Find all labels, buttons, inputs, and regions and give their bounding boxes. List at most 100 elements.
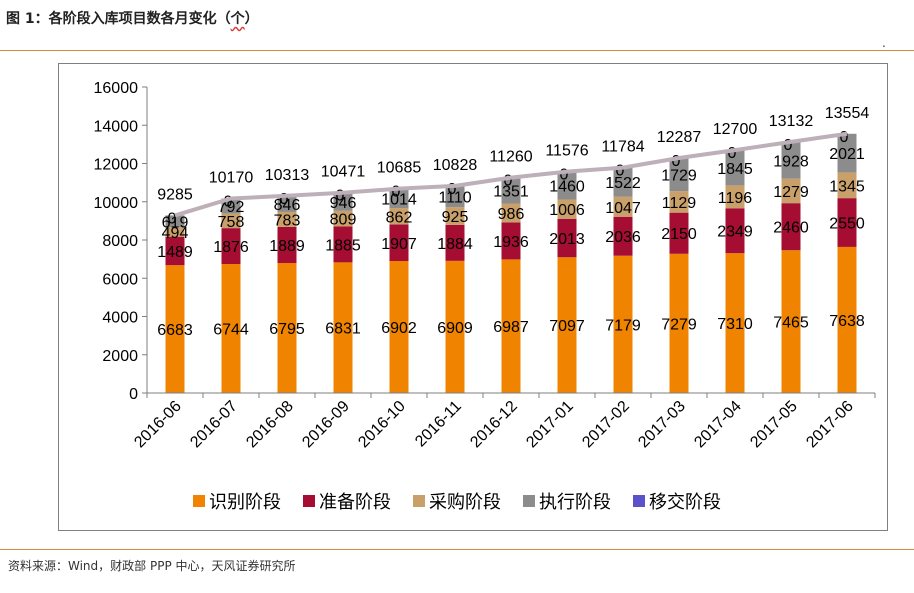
data-label-purchase: 1196 (718, 190, 753, 207)
x-tick-label: 2016-08 (243, 398, 297, 452)
data-label-purchase: 986 (498, 206, 525, 223)
total-label: 12700 (713, 121, 758, 138)
bar-recognize-2016-12 (501, 259, 521, 393)
bar-prepare-2016-11 (445, 224, 465, 261)
data-label-purchase: 1006 (549, 202, 585, 219)
legend-swatch-prepare (303, 495, 315, 507)
total-series-line (174, 131, 848, 218)
data-label-transfer: 0 (728, 145, 737, 162)
bar-purchase-2017-05 (781, 178, 801, 204)
data-label-prepare: 1889 (269, 238, 305, 255)
bar-execute-2016-11 (445, 185, 465, 208)
legend-label-purchase: 采购阶段 (429, 492, 501, 513)
data-label-execute: 792 (218, 199, 245, 216)
data-label-purchase: 1345 (829, 178, 865, 195)
y-tick-label: 10000 (94, 195, 139, 212)
bar-recognize-2016-11 (445, 260, 465, 393)
legend-swatch-execute (523, 495, 535, 507)
total-label: 13132 (769, 113, 814, 130)
bar-purchase-2017-03 (669, 191, 689, 213)
data-label-prepare: 2036 (605, 229, 641, 246)
x-tick-label: 2017-01 (523, 398, 577, 452)
figure-title-unit: 个 (230, 11, 245, 27)
data-label-transfer: 0 (784, 137, 793, 154)
bar-purchase-2016-12 (501, 203, 521, 223)
data-label-prepare: 2349 (717, 224, 753, 241)
legend-label-prepare: 准备阶段 (319, 492, 391, 513)
legend-label-execute: 执行阶段 (539, 492, 611, 513)
bar-prepare-2016-06 (165, 236, 185, 266)
data-label-execute: 1014 (381, 191, 417, 208)
x-tick-label: 2017-02 (579, 398, 633, 452)
data-label-transfer: 0 (504, 173, 513, 190)
total-label: 12287 (657, 129, 702, 146)
bar-execute-2016-07 (221, 198, 241, 214)
total-label: 10313 (265, 167, 310, 184)
x-tick-label: 2016-11 (412, 398, 465, 451)
bar-recognize-2017-04 (725, 253, 745, 393)
data-label-prepare: 2013 (549, 231, 585, 248)
legend: 识别阶段 准备阶段 采购阶段 执行阶段 移交阶段 (193, 492, 721, 513)
bar-prepare-2016-09 (333, 226, 353, 263)
data-label-prepare: 1884 (437, 236, 473, 253)
x-tick-label: 2016-09 (299, 398, 353, 452)
data-label-transfer: 0 (392, 184, 401, 201)
bar-purchase-2017-02 (613, 196, 633, 217)
bar-recognize-2016-06 (165, 265, 185, 393)
legend-swatch-purchase (413, 495, 425, 507)
data-label-execute: 946 (330, 195, 357, 212)
data-label-recognize: 7310 (717, 316, 753, 333)
y-tick-label: 6000 (102, 271, 138, 288)
data-label-execute: 1522 (605, 175, 641, 192)
bar-prepare-2017-02 (613, 216, 633, 256)
data-label-purchase: 783 (274, 212, 301, 229)
x-tick-label: 2016-10 (355, 398, 409, 452)
total-label: 10828 (433, 157, 478, 174)
data-label-purchase: 758 (218, 214, 245, 231)
data-label-recognize: 7179 (605, 317, 641, 334)
bar-recognize-2016-09 (333, 262, 353, 393)
bar-purchase-2016-09 (333, 210, 353, 227)
x-tick-label: 2016-06 (131, 398, 185, 452)
bar-execute-2017-04 (725, 150, 745, 186)
x-tick-label: 2017-06 (803, 398, 857, 452)
bar-execute-2017-06 (837, 133, 857, 173)
total-label: 13554 (825, 105, 870, 122)
data-label-recognize: 6683 (157, 322, 193, 339)
data-label-prepare: 2460 (773, 220, 809, 237)
legend-label-recognize: 识别阶段 (209, 492, 281, 513)
bar-recognize-2017-03 (669, 253, 689, 393)
bar-execute-2016-08 (277, 195, 297, 212)
bar-execute-2016-10 (389, 188, 409, 209)
bars-layer (165, 133, 857, 393)
legend-label-transfer: 移交阶段 (649, 492, 721, 513)
bar-execute-2017-02 (613, 167, 633, 197)
total-label: 11784 (601, 139, 644, 156)
bar-prepare-2017-03 (669, 212, 689, 254)
x-tick-label: 2017-03 (635, 398, 689, 452)
data-label-recognize: 7279 (661, 316, 697, 333)
y-tick-label: 14000 (94, 118, 139, 135)
legend-swatch-recognize (193, 495, 205, 507)
y-tick-label: 4000 (102, 310, 138, 327)
bar-purchase-2016-06 (165, 227, 185, 237)
bar-execute-2016-12 (501, 177, 521, 204)
data-label-transfer: 0 (616, 163, 625, 180)
data-label-transfer: 0 (448, 181, 457, 198)
data-label-prepare: 1936 (493, 234, 529, 251)
bar-purchase-2016-10 (389, 208, 409, 225)
bar-recognize-2016-10 (389, 261, 409, 393)
bar-recognize-2017-01 (557, 257, 577, 393)
data-label-execute: 1110 (438, 190, 471, 207)
data-label-prepare: 1489 (157, 244, 193, 261)
y-tick-label: 16000 (94, 80, 139, 97)
bar-prepare-2017-04 (725, 208, 745, 254)
x-tick-label: 2017-05 (747, 398, 801, 452)
footer-rule (0, 549, 914, 550)
bar-execute-2016-06 (165, 215, 185, 228)
bar-purchase-2017-06 (837, 172, 857, 199)
data-label-transfer: 0 (672, 153, 681, 170)
data-label-execute: 846 (274, 197, 301, 214)
chart-frame (58, 63, 888, 531)
data-label-purchase: 1047 (605, 200, 641, 217)
